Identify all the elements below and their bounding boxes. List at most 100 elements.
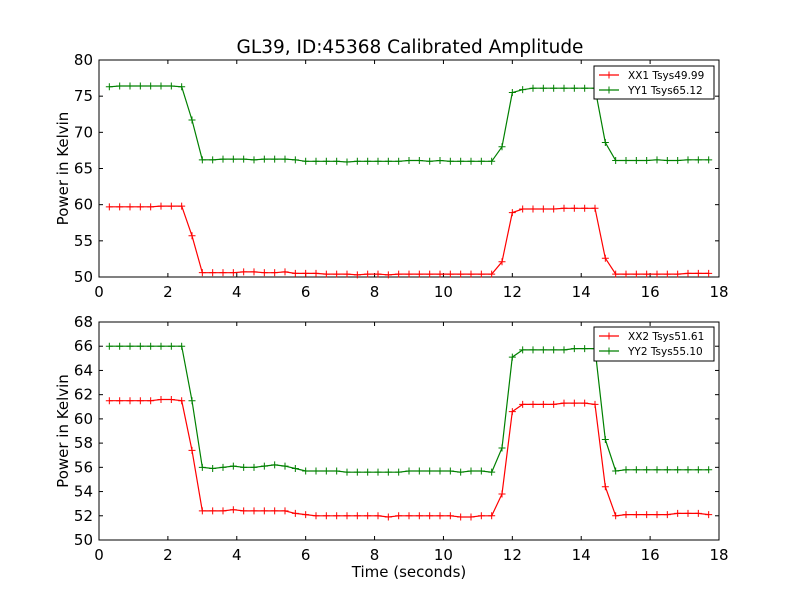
- data-point: [622, 157, 630, 165]
- data-point: [705, 156, 713, 164]
- data-point: [457, 270, 465, 278]
- data-point: [219, 155, 227, 163]
- data-point: [601, 254, 609, 262]
- data-point: [198, 269, 206, 277]
- data-point: [560, 84, 568, 92]
- legend-marker: [605, 71, 613, 79]
- data-point: [116, 397, 124, 405]
- data-point: [240, 155, 248, 163]
- data-point: [374, 270, 382, 278]
- data-point: [684, 509, 692, 517]
- x-tick-label: 18: [709, 283, 728, 301]
- x-tick-label: 10: [434, 283, 453, 301]
- data-point: [446, 157, 454, 165]
- data-point: [281, 507, 289, 515]
- data-point: [415, 467, 423, 475]
- data-point: [529, 346, 537, 354]
- data-point: [209, 269, 217, 277]
- y-axis-label: Power in Kelvin: [54, 374, 72, 488]
- data-point: [384, 468, 392, 476]
- data-point: [250, 463, 258, 471]
- data-point: [178, 202, 186, 210]
- data-point: [291, 156, 299, 164]
- data-point: [488, 270, 496, 278]
- data-point: [560, 399, 568, 407]
- data-point: [384, 271, 392, 279]
- legend-marker: [605, 332, 613, 340]
- legend-entry: YY1 Tsys65.12: [627, 85, 703, 97]
- data-point: [694, 509, 702, 517]
- x-tick-label: 6: [301, 546, 311, 564]
- data-point: [405, 157, 413, 165]
- data-point: [684, 269, 692, 277]
- data-point: [260, 155, 268, 163]
- y-tick-label: 80: [74, 51, 93, 69]
- data-point: [467, 157, 475, 165]
- data-point: [260, 462, 268, 470]
- data-point: [436, 467, 444, 475]
- data-point: [126, 342, 134, 350]
- data-point: [570, 84, 578, 92]
- data-point: [622, 466, 630, 474]
- data-point: [167, 82, 175, 90]
- data-point: [167, 396, 175, 404]
- chart-panel-top: 0 2 4 6 8 10 12 14 16 18 50 55 60 65 70 75 80 Power in Ke…: [54, 51, 729, 301]
- data-point: [457, 157, 465, 165]
- y-axis-label: Power in Kelvin: [54, 112, 72, 226]
- data-point: [116, 342, 124, 350]
- data-point: [550, 205, 558, 213]
- data-point: [560, 204, 568, 212]
- data-point: [591, 400, 599, 408]
- data-point: [488, 512, 496, 520]
- data-point: [209, 465, 217, 473]
- data-point: [436, 157, 444, 165]
- data-point: [364, 270, 372, 278]
- data-point: [219, 507, 227, 515]
- data-point: [415, 270, 423, 278]
- data-point: [229, 462, 237, 470]
- data-point: [353, 512, 361, 520]
- data-point: [612, 467, 620, 475]
- data-point: [560, 346, 568, 354]
- data-point: [684, 156, 692, 164]
- data-point: [188, 446, 196, 454]
- data-point: [632, 511, 640, 519]
- data-point: [632, 466, 640, 474]
- data-point: [353, 157, 361, 165]
- y-tick-label: 66: [74, 337, 93, 355]
- data-point: [477, 157, 485, 165]
- data-point: [622, 270, 630, 278]
- data-point: [653, 270, 661, 278]
- data-point: [312, 512, 320, 520]
- data-point: [684, 466, 692, 474]
- data-point: [663, 466, 671, 474]
- data-point: [167, 342, 175, 350]
- data-point: [312, 269, 320, 277]
- data-point: [529, 205, 537, 213]
- data-point: [508, 353, 516, 361]
- x-axis-label: Time (seconds): [351, 563, 467, 581]
- data-point: [519, 400, 527, 408]
- y-tick-label: 60: [74, 196, 93, 214]
- data-point: [612, 512, 620, 520]
- data-point: [291, 465, 299, 473]
- data-point: [178, 342, 186, 350]
- data-point: [322, 512, 330, 520]
- data-point: [126, 203, 134, 211]
- data-point: [705, 511, 713, 519]
- data-point: [116, 203, 124, 211]
- data-point: [467, 513, 475, 521]
- data-point: [601, 483, 609, 491]
- data-point: [519, 346, 527, 354]
- y-tick-label: 65: [74, 160, 93, 178]
- data-point: [653, 511, 661, 519]
- data-point: [157, 82, 165, 90]
- data-point: [147, 203, 155, 211]
- data-point: [674, 157, 682, 165]
- data-point: [643, 466, 651, 474]
- data-point: [570, 399, 578, 407]
- data-point: [271, 269, 279, 277]
- data-point: [198, 507, 206, 515]
- data-point: [570, 204, 578, 212]
